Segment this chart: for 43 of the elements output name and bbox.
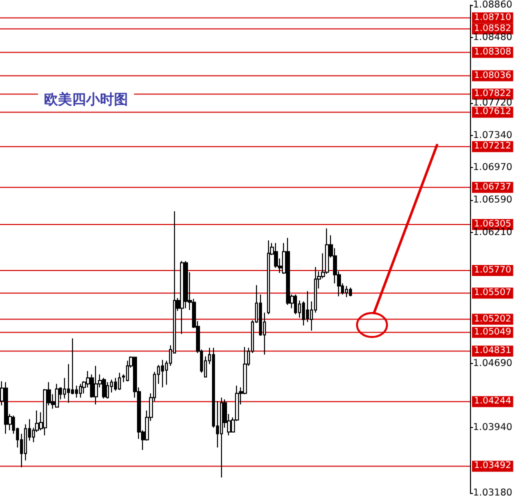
ref-line-label: 1.05507 [474, 288, 512, 298]
y-tick-label: 1.06210 [473, 227, 512, 238]
y-tick-label: 1.07720 [473, 97, 512, 108]
ref-line-label: 1.08036 [474, 70, 512, 81]
candlestick [118, 372, 121, 390]
ref-line-label: 1.03492 [474, 461, 512, 472]
y-tick-label: 1.08480 [473, 32, 512, 44]
y-tick-label: 1.06970 [473, 162, 512, 173]
ref-line-label: 1.07822 [474, 89, 512, 100]
ref-line-label: 1.08308 [474, 47, 512, 58]
y-tick-label: 1.06590 [473, 194, 512, 206]
candlestick [79, 383, 82, 398]
candlestick [106, 382, 109, 399]
candlestick [180, 260, 184, 335]
ref-line-label: 1.05202 [474, 314, 512, 324]
ref-line-label: 1.04831 [474, 346, 512, 356]
candlestick [4, 382, 8, 434]
y-tick-label: 1.04690 [473, 358, 512, 369]
candlestick [325, 228, 329, 274]
ref-line-label: 1.04244 [474, 396, 512, 407]
candlestick [345, 285, 348, 298]
candlestick [349, 287, 352, 297]
y-tick-label: 1.03180 [473, 488, 512, 498]
candlestick [220, 397, 223, 478]
ref-line-label: 1.07612 [474, 107, 512, 118]
ref-line-label: 1.06737 [474, 182, 512, 192]
candlestick [126, 360, 129, 382]
ref-line-label: 1.05770 [474, 265, 512, 276]
y-tick-label: 1.08860 [473, 0, 512, 10]
ref-line-label: 1.08582 [474, 24, 512, 34]
candlestick [267, 240, 270, 315]
candlestick [286, 237, 290, 306]
candlestick [294, 294, 297, 315]
candlestick [55, 383, 59, 408]
ref-line-label: 1.07212 [474, 142, 512, 152]
ref-line-label: 1.05049 [474, 327, 512, 338]
y-tick-label: 1.07340 [473, 130, 512, 142]
text: 欧美四小时图 [44, 91, 128, 108]
y-tick-label: 1.03940 [473, 422, 512, 434]
candlestick [94, 365, 98, 406]
candlestick [102, 377, 106, 399]
candlestick [161, 359, 164, 388]
ref-line-label: 1.08710 [474, 12, 512, 23]
